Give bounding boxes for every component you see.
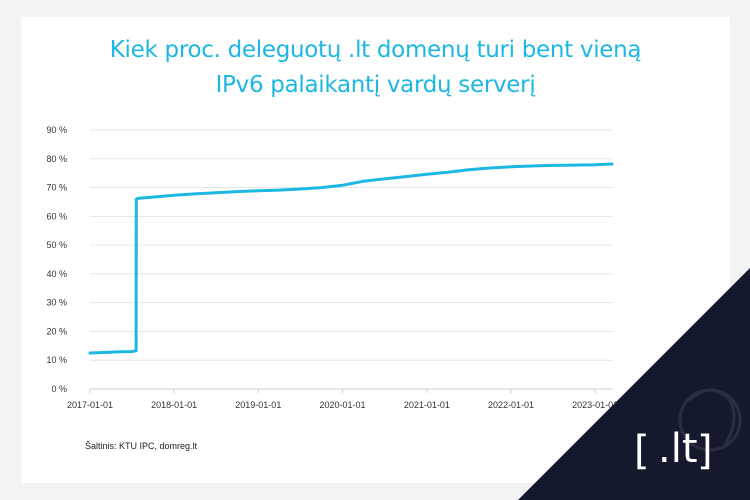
logo-text: .lt: [658, 426, 698, 472]
y-tick-label: 0 %: [51, 384, 67, 394]
chart-card: [21, 17, 730, 483]
source-note: Šaltinis: KTU IPC, domreg.lt: [85, 441, 198, 451]
x-tick-label: 2018-01-01: [151, 400, 197, 410]
y-tick-label: 90 %: [46, 125, 67, 135]
x-tick-label: 2022-01-01: [488, 400, 534, 410]
y-tick-label: 70 %: [46, 183, 67, 193]
y-tick-label: 60 %: [46, 211, 67, 221]
y-tick-label: 10 %: [46, 355, 67, 365]
x-tick-label: 2020-01-01: [319, 400, 365, 410]
corner-triangle: [518, 268, 750, 500]
y-tick-label: 20 %: [46, 326, 67, 336]
x-tick-label: 2021-01-01: [404, 400, 450, 410]
y-axis-ticks: 0 % 10 % 20 % 30 % 40 % 50 % 60 % 70 % 80 % 90 %: [46, 125, 67, 394]
logo-bracket-right: ]: [697, 428, 713, 474]
chart-title-line-1: Kiek proc. deleguotų .lt domenų turi ben…: [109, 37, 642, 63]
x-tick-label: 2023-01-01: [572, 400, 618, 410]
y-tick-label: 40 %: [46, 269, 67, 279]
x-tick-label: 2019-01-01: [235, 400, 281, 410]
y-tick-label: 30 %: [46, 298, 67, 308]
chart-title: Kiek proc. deleguotų .lt domenų turi ben…: [21, 33, 730, 103]
x-tick-label: 2017-01-01: [67, 400, 113, 410]
series-group: [88, 162, 614, 355]
y-tick-label: 50 %: [46, 240, 67, 250]
y-tick-label: 80 %: [46, 154, 67, 164]
chart-title-line-2: IPv6 palaikantį vardų serverį: [215, 72, 536, 98]
logo-bracket-left: [: [634, 428, 650, 474]
series-line: [88, 162, 614, 355]
grid-lines: [90, 129, 612, 390]
watermark-emblem: [678, 388, 742, 452]
x-axis-ticks: 2017-01-01 2018-01-01 2019-01-01 2020-01-01…: [67, 389, 618, 410]
